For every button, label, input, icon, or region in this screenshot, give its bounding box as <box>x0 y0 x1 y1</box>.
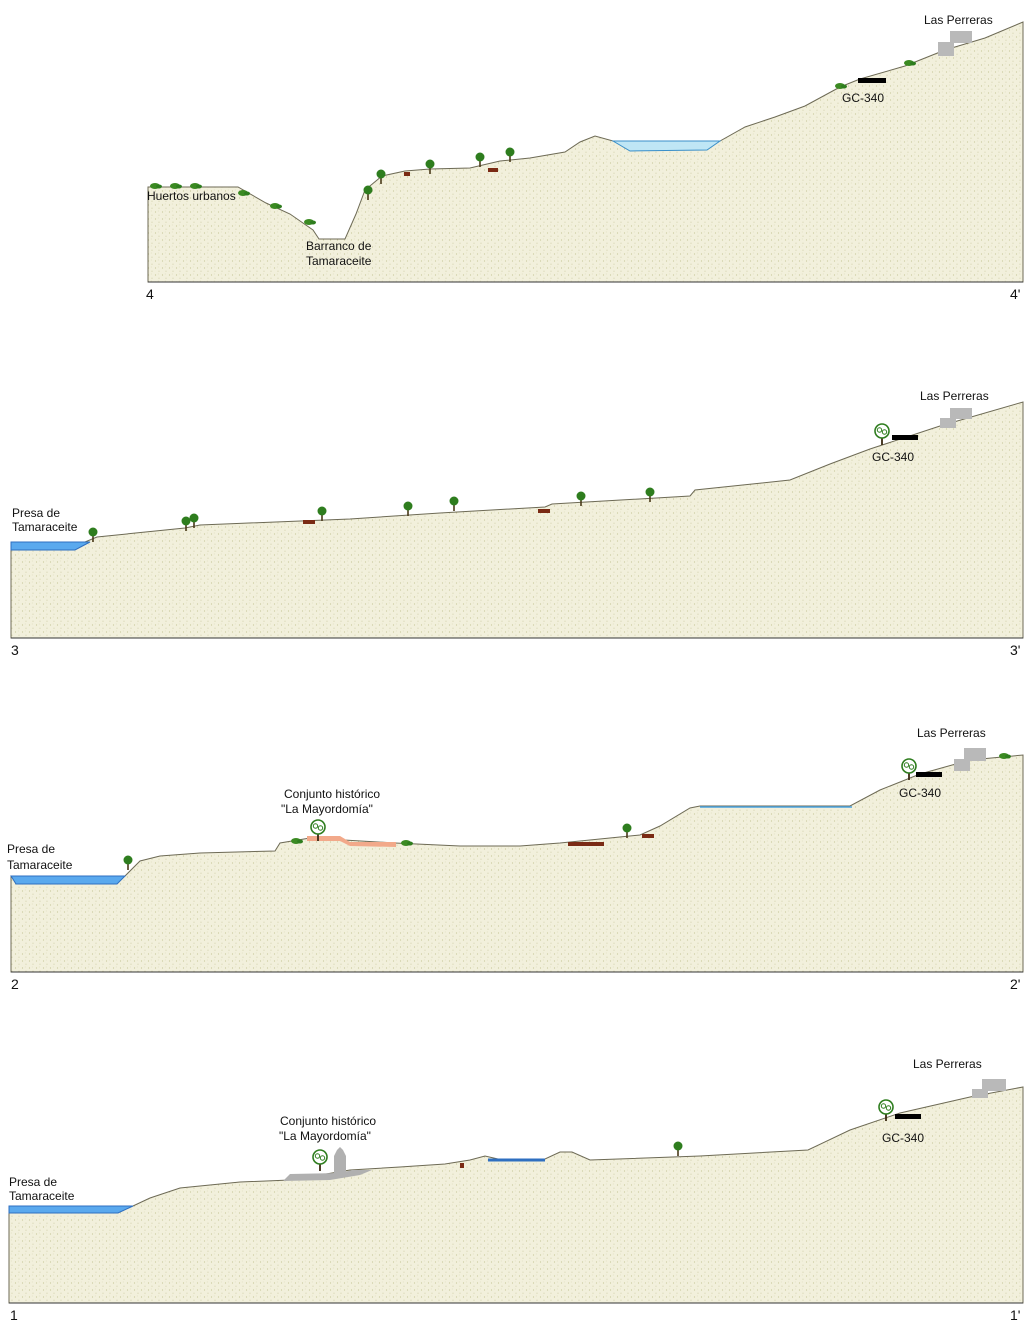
label-historic-line2: "La Mayordomía" <box>279 1129 371 1143</box>
section-start-label: 1 <box>10 1307 18 1323</box>
label-las-perreras: Las Perreras <box>913 1057 982 1071</box>
label-barranco-line2: Tamaraceite <box>306 254 372 268</box>
wall-marker <box>303 520 315 524</box>
road-gc340 <box>916 772 942 777</box>
wall-marker <box>404 172 410 176</box>
church-tower <box>334 1147 346 1174</box>
label-gc340: GC-340 <box>842 91 884 105</box>
section-start-label: 4 <box>146 286 154 302</box>
reservoir-water <box>10 875 127 885</box>
section-start-label: 2 <box>11 976 19 992</box>
label-presa-line1: Presa de <box>12 506 60 520</box>
historic-complex-building <box>283 1170 372 1181</box>
section-end-label: 3' <box>1010 642 1020 658</box>
label-presa-line1: Presa de <box>9 1175 57 1189</box>
label-historic-line1: Conjunto histórico <box>280 1114 376 1128</box>
label-presa-line1: Presa de <box>7 842 55 856</box>
terrain-profile-1 <box>8 1086 1024 1304</box>
section-end-label: 4' <box>1010 286 1020 302</box>
road-gc340 <box>858 78 886 83</box>
section-1: Presa de Tamaraceite Conjunto histórico … <box>8 1057 1024 1323</box>
label-historic-line2: "La Mayordomía" <box>281 802 373 816</box>
building-las-perreras <box>938 31 972 56</box>
section-end-label: 1' <box>1010 1307 1020 1323</box>
building-las-perreras <box>954 748 986 771</box>
terrain-profile-2 <box>10 754 1024 973</box>
wall-marker <box>538 509 550 513</box>
building-las-perreras <box>940 408 972 428</box>
wall-marker <box>460 1163 464 1168</box>
label-presa-line2: Tamaraceite <box>7 858 73 872</box>
historic-complex <box>307 836 396 847</box>
wall-marker <box>488 168 498 172</box>
label-las-perreras: Las Perreras <box>920 389 989 403</box>
reservoir-water <box>8 1205 134 1214</box>
label-las-perreras: Las Perreras <box>917 726 986 740</box>
label-las-perreras: Las Perreras <box>924 13 993 27</box>
reservoir-water <box>10 541 91 551</box>
wall-marker <box>642 834 654 838</box>
terrain-profile-3 <box>10 401 1024 639</box>
label-huertos-urbanos: Huertos urbanos <box>147 189 236 203</box>
label-gc340: GC-340 <box>882 1131 924 1145</box>
section-4: Huertos urbanos Barranco de Tamaraceite … <box>146 13 1024 302</box>
building-las-perreras <box>972 1079 1006 1098</box>
reservoir-pond <box>611 140 722 152</box>
label-historic-line1: Conjunto histórico <box>284 787 380 801</box>
label-gc340: GC-340 <box>872 450 914 464</box>
section-2: Presa de Tamaraceite Conjunto histórico … <box>7 726 1024 992</box>
section-end-label: 2' <box>1010 976 1020 992</box>
road-gc340 <box>892 435 918 440</box>
label-presa-line2: Tamaraceite <box>9 1189 75 1203</box>
label-presa-line2: Tamaraceite <box>12 520 78 534</box>
section-start-label: 3 <box>11 642 19 658</box>
label-gc340: GC-340 <box>899 786 941 800</box>
road-gc340 <box>895 1114 921 1119</box>
terrain-profile-4 <box>147 21 1024 283</box>
label-barranco-line1: Barranco de <box>306 239 372 253</box>
section-3: Presa de Tamaraceite GC-340 Las Perreras… <box>10 389 1024 658</box>
wall-marker <box>568 842 604 846</box>
